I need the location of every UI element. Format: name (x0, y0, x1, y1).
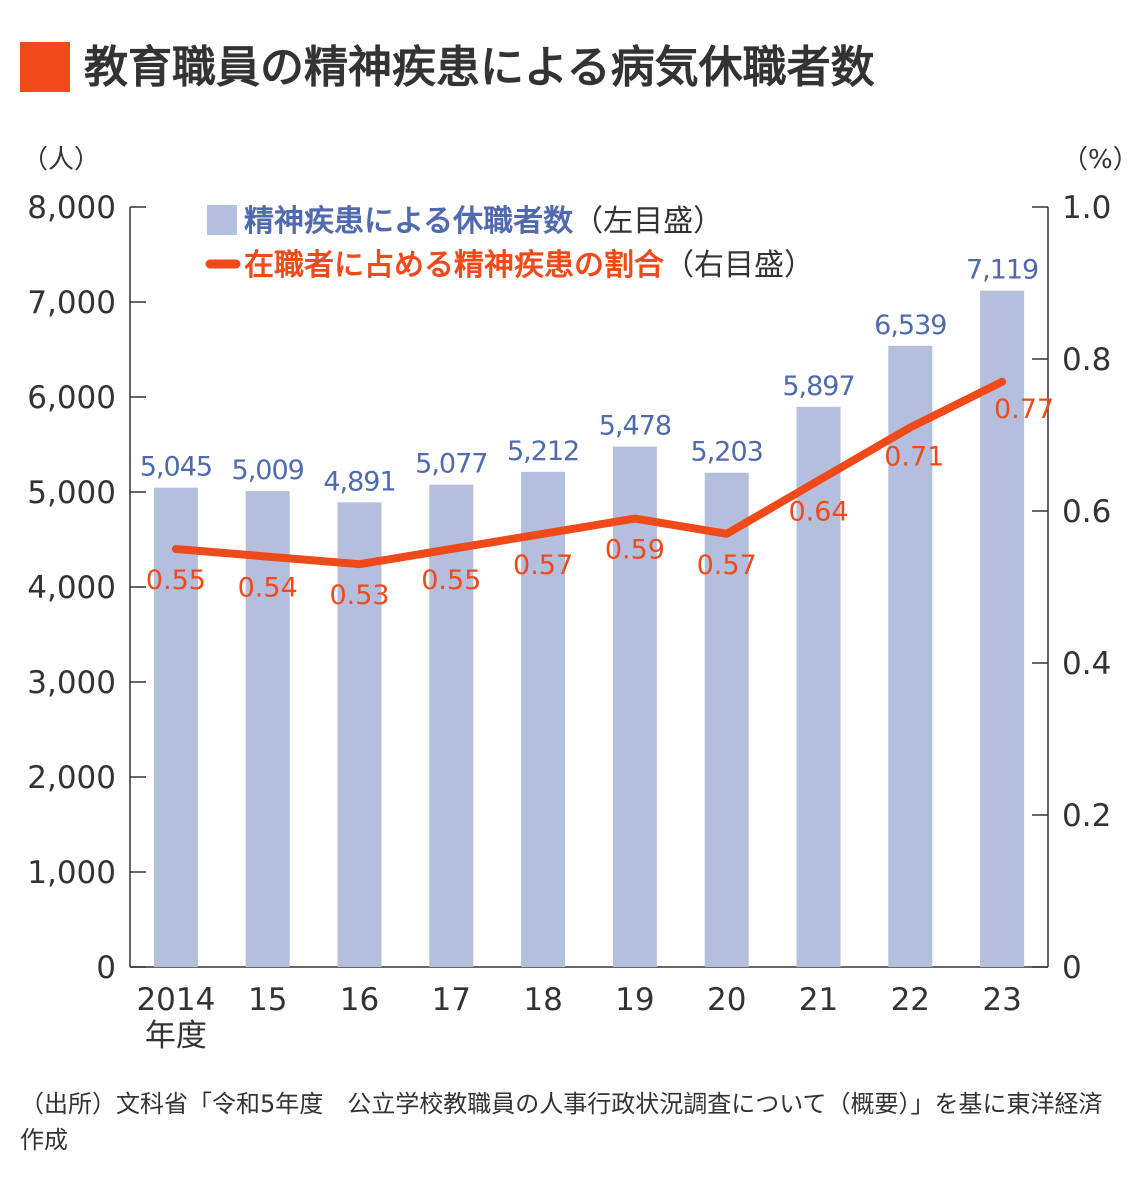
legend-line-note: （右目盛） (664, 248, 814, 283)
bar-value-label: 4,891 (323, 466, 395, 497)
y-left-tick-label: 3,000 (27, 665, 116, 701)
y-right-tick-label: 0.4 (1062, 646, 1111, 682)
bar (521, 471, 566, 967)
bar-value-label: 5,897 (782, 371, 854, 402)
y-left-tick-label: 6,000 (27, 380, 116, 416)
y-left-tick-label: 1,000 (27, 855, 116, 891)
bar (429, 484, 474, 967)
bar-value-label: 5,203 (691, 437, 763, 468)
line-value-label: 0.59 (605, 535, 665, 566)
line-value-label: 0.55 (146, 565, 206, 596)
y-right-tick-label: 1.0 (1062, 190, 1111, 226)
y-right-unit-label: （%） (1062, 145, 1139, 175)
x-sublabel: 年度 (145, 1018, 207, 1054)
line-value-label: 0.55 (421, 565, 481, 596)
bar (337, 502, 382, 967)
x-tick-label: 18 (523, 982, 562, 1018)
x-tick-label: 16 (340, 982, 379, 1018)
x-tick-label: 22 (891, 982, 930, 1018)
bar (888, 345, 933, 967)
bar (153, 487, 198, 967)
bar (796, 406, 841, 967)
x-tick-label: 20 (707, 982, 746, 1018)
line-value-label: 0.53 (329, 580, 389, 611)
bar-value-label: 5,009 (232, 455, 304, 486)
legend-item-line: 在職者に占める精神疾患の割合（右目盛） (244, 248, 814, 283)
legend-swatch-bar (207, 205, 237, 235)
line-labels: 0.55 0.54 0.53 0.55 0.57 0.59 0.57 0.64 0.71 0.77 (146, 394, 1054, 611)
chart: 0 1,000 2,000 3,000 4,000 5,000 6,000 7,000 8,00… (22, 145, 1139, 1054)
bar-value-label: 5,212 (507, 436, 579, 467)
axes: 0 1,000 2,000 3,000 4,000 5,000 6,000 7,000 8,00… (22, 145, 1139, 1054)
line-value-label: 0.57 (513, 550, 573, 581)
y-left-tick-label: 4,000 (27, 570, 116, 606)
series-line (171, 377, 1007, 569)
x-tick-label: 21 (799, 982, 838, 1018)
title-text: 教育職員の精神疾患による病気休職者数 (84, 42, 875, 93)
x-tick-label: 19 (615, 982, 654, 1018)
y-left-tick-label: 0 (96, 950, 116, 986)
line-value-label: 0.57 (697, 550, 757, 581)
y-right-tick-label: 0.6 (1062, 494, 1111, 530)
y-left-tick-label: 2,000 (27, 760, 116, 796)
source-note: （出所）文科省「令和5年度 公立学校教職員の人事行政状況調査について（概要）」を… (20, 1090, 1103, 1154)
legend-bar-name: 精神疾患による休職者数 (244, 204, 574, 239)
bar-value-label: 6,539 (874, 310, 946, 341)
line-series (171, 377, 1007, 569)
bar-value-label: 5,045 (140, 452, 212, 483)
x-tick-label: 15 (248, 982, 287, 1018)
bar-value-label: 5,077 (415, 449, 487, 480)
bars (153, 290, 1025, 968)
chart-title: 教育職員の精神疾患による病気休職者数 (20, 38, 1120, 98)
bar (612, 446, 657, 968)
y-right-tick-label: 0.8 (1062, 342, 1111, 378)
legend-bar-note: （左目盛） (573, 204, 723, 239)
title-marker (20, 42, 70, 92)
bar (980, 290, 1025, 967)
bar-value-label: 5,478 (599, 411, 671, 442)
x-tick-label: 23 (982, 982, 1021, 1018)
bar (245, 491, 290, 967)
y-right-tick-label: 0 (1062, 950, 1082, 986)
bar-value-label: 7,119 (966, 255, 1038, 286)
y-left-unit-label: （人） (22, 145, 100, 175)
line-value-label: 0.77 (994, 394, 1054, 425)
y-left-tick-label: 5,000 (27, 475, 116, 511)
legend-line-name: 在職者に占める精神疾患の割合 (244, 248, 664, 283)
bar (704, 472, 749, 967)
y-left-tick-label: 7,000 (27, 285, 116, 321)
bar-labels: 5,045 5,009 4,891 5,077 5,212 5,478 5,203 5,897… (140, 255, 1039, 498)
line-value-label: 0.54 (238, 573, 298, 604)
y-right-tick-label: 0.2 (1062, 798, 1111, 834)
x-tick-label: 17 (432, 982, 471, 1018)
legend: 精神疾患による休職者数（左目盛） 在職者に占める精神疾患の割合（右目盛） (205, 204, 814, 283)
legend-item-bar: 精神疾患による休職者数（左目盛） (244, 204, 723, 239)
x-tick-label: 2014 (136, 982, 215, 1018)
y-left-tick-label: 8,000 (27, 190, 116, 226)
line-value-label: 0.64 (788, 497, 848, 528)
line-value-label: 0.71 (884, 441, 944, 472)
